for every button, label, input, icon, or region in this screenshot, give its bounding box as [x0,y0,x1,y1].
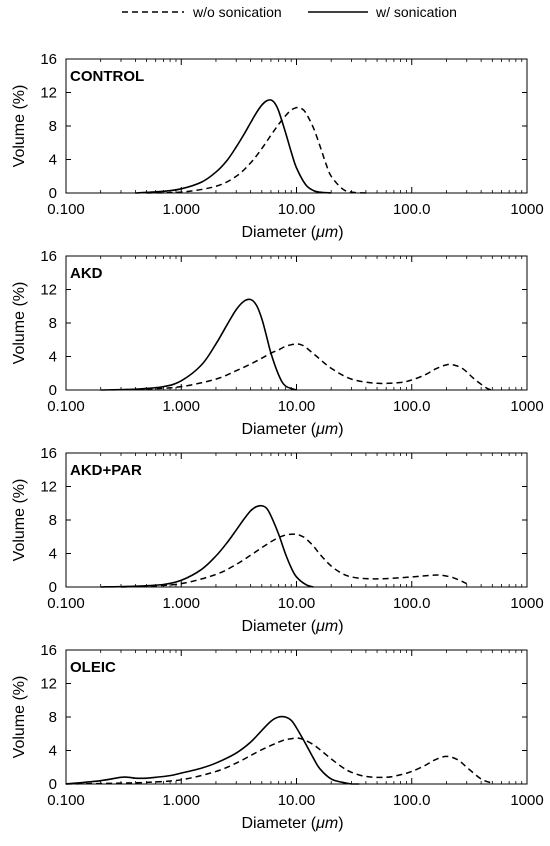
y-tick-label: 0 [49,579,57,596]
series-line-with-sonication [65,715,360,785]
y-tick-label: 8 [49,709,57,726]
x-axis-title-text: Diameter ( [241,224,316,241]
x-axis-title-unit: μm [315,421,338,438]
x-axis-title: Diameter (μm) [241,224,343,241]
y-tick-label: 12 [40,282,57,299]
plot-frame [65,255,528,391]
x-axis-title-text: Diameter ( [241,815,316,832]
panel-title: OLEIC [70,659,116,676]
x-axis-title-close: ) [338,815,343,832]
series-line-without-sonication [146,106,366,194]
x-axis-title: Diameter (μm) [241,421,343,438]
x-tick-label: 1000 [510,398,543,415]
legend-label-solid: w/ sonication [375,4,457,20]
x-axis-title-text: Diameter ( [241,618,316,635]
y-tick-label: 8 [49,118,57,135]
y-tick-label: 16 [40,642,57,659]
y-tick-label: 8 [49,512,57,529]
panel-title: AKD+PAR [70,462,142,479]
x-axis-title-close: ) [338,224,343,241]
panel-control: 0 4 8 12 16 0.100 1.000 10.00 100.0 1000 CONTROL Vo… [11,51,544,241]
x-axis-title-unit: μm [315,618,338,635]
x-axis-title-unit: μm [315,224,338,241]
x-tick-label: 1000 [510,792,543,809]
x-tick-label: 10.00 [278,792,316,809]
x-tick-label: 10.00 [278,595,316,612]
x-tick-label: 10.00 [278,398,316,415]
x-axis-title: Diameter (μm) [241,815,343,832]
panel-title: CONTROL [70,68,144,85]
y-axis-title: Volume (%) [11,676,28,759]
x-axis-title-close: ) [338,421,343,438]
x-tick-label: 1.000 [162,398,200,415]
x-tick-label: 0.100 [47,398,85,415]
y-axis-title: Volume (%) [11,85,28,168]
x-axis-title-text: Diameter ( [241,421,316,438]
x-tick-label: 1000 [510,201,543,218]
x-tick-label: 0.100 [47,595,85,612]
x-tick-label: 100.0 [393,201,431,218]
x-axis-title-close: ) [338,618,343,635]
y-axis-title: Volume (%) [11,479,28,562]
x-axis-title-unit: μm [315,815,338,832]
panel-akd-par: 0 4 8 12 16 0.100 1.000 10.00 100.0 1000 AKD+PAR Vo… [11,445,544,635]
y-tick-label: 16 [40,248,57,265]
series-line-without-sonication [120,533,468,588]
series-line-with-sonication [100,298,297,391]
plot-frame [65,649,528,785]
y-tick-label: 4 [49,349,57,366]
y-tick-label: 0 [49,776,57,793]
series-line-without-sonication [65,737,493,785]
series-line-with-sonication [135,99,332,194]
y-tick-label: 12 [40,85,57,102]
legend: w/o sonication w/ sonication [122,4,457,20]
x-tick-label: 0.100 [47,792,85,809]
y-axis-title: Volume (%) [11,282,28,365]
y-tick-label: 4 [49,546,57,563]
x-tick-label: 1000 [510,595,543,612]
series-line-with-sonication [100,504,314,588]
panel-title: AKD [70,265,103,282]
x-tick-label: 100.0 [393,792,431,809]
panel-akd: 0 4 8 12 16 0.100 1.000 10.00 100.0 1000 AKD Volume… [11,248,544,438]
y-tick-label: 4 [49,743,57,760]
y-tick-label: 12 [40,676,57,693]
x-tick-label: 100.0 [393,595,431,612]
x-tick-label: 100.0 [393,398,431,415]
x-tick-label: 1.000 [162,595,200,612]
y-tick-label: 0 [49,382,57,399]
y-tick-label: 12 [40,479,57,496]
x-axis-title: Diameter (μm) [241,618,343,635]
y-tick-label: 0 [49,185,57,202]
series-line-without-sonication [146,343,493,391]
x-tick-label: 10.00 [278,201,316,218]
y-tick-label: 4 [49,152,57,169]
y-tick-label: 8 [49,315,57,332]
y-tick-label: 16 [40,445,57,462]
y-tick-label: 16 [40,51,57,68]
x-tick-label: 0.100 [47,201,85,218]
x-tick-label: 1.000 [162,201,200,218]
x-tick-label: 1.000 [162,792,200,809]
legend-label-dashed: w/o sonication [192,4,282,20]
panel-oleic: 0 4 8 12 16 0.100 1.000 10.00 100.0 1000 OLEIC Volu… [11,642,544,832]
